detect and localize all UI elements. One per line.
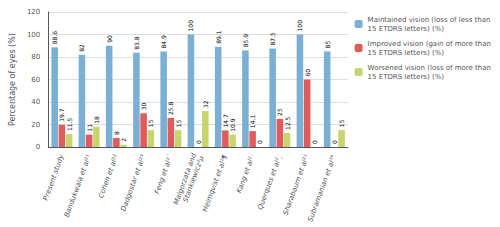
svg-text:0: 0	[195, 140, 202, 144]
svg-text:0: 0	[256, 140, 263, 144]
svg-text:100: 100	[187, 20, 194, 32]
svg-text:25: 25	[276, 108, 283, 116]
svg-text:12.5: 12.5	[284, 116, 291, 130]
svg-text:Feng et al²´: Feng et al²´	[153, 153, 175, 195]
svg-text:Worsened vision (loss of more: Worsened vision (loss of more than	[368, 64, 491, 72]
svg-text:90: 90	[106, 35, 113, 43]
svg-text:Stankiewicz²µ: Stankiewicz²µ	[181, 154, 205, 203]
svg-text:14.1: 14.1	[249, 115, 256, 129]
svg-text:Cohen et al²²: Cohen et al²²	[97, 153, 120, 199]
svg-text:84.9: 84.9	[160, 35, 167, 49]
svg-text:Bandukwala et al²¹: Bandukwala et al²¹	[63, 153, 93, 218]
svg-text:85.9: 85.9	[242, 34, 249, 48]
svg-text:40: 40	[31, 98, 40, 106]
svg-text:15 ETDRS letters) (%): 15 ETDRS letters) (%)	[368, 73, 445, 81]
svg-text:18: 18	[93, 116, 100, 124]
svg-text:0: 0	[331, 140, 338, 144]
svg-text:88.6: 88.6	[51, 31, 58, 45]
svg-text:82: 82	[78, 44, 85, 52]
svg-text:Querques et al²¸: Querques et al²¸	[256, 154, 283, 211]
svg-text:Maintained vision (loss of les: Maintained vision (loss of less than	[368, 16, 491, 24]
svg-text:8: 8	[113, 131, 120, 135]
svg-text:89.1: 89.1	[215, 30, 222, 44]
svg-text:25.8: 25.8	[167, 101, 174, 115]
svg-text:19.7: 19.7	[58, 108, 65, 122]
svg-text:14.7: 14.7	[222, 114, 229, 128]
svg-text:Percentage of eyes (%): Percentage of eyes (%)	[8, 33, 17, 126]
svg-text:15 ETDRS letters) (%): 15 ETDRS letters) (%)	[368, 25, 445, 33]
svg-text:Present study: Present study	[42, 153, 66, 202]
svg-text:15: 15	[147, 119, 154, 127]
svg-text:20: 20	[31, 121, 40, 129]
svg-text:Subramanian et al³°: Subramanian et al³°	[306, 154, 338, 223]
svg-text:80: 80	[31, 53, 40, 61]
svg-text:2: 2	[120, 138, 127, 142]
svg-text:15 ETDRS letters) (%): 15 ETDRS letters) (%)	[368, 49, 445, 57]
svg-text:11: 11	[86, 124, 93, 132]
svg-text:85: 85	[324, 41, 331, 49]
svg-text:Sharabaum et al²¹: Sharabaum et al²¹	[282, 153, 311, 216]
svg-text:120: 120	[27, 8, 40, 16]
svg-text:32: 32	[202, 100, 209, 108]
svg-text:15: 15	[175, 119, 182, 127]
svg-text:100: 100	[296, 20, 303, 32]
svg-text:Malgorzata and: Malgorzata and	[172, 152, 199, 206]
svg-text:0: 0	[36, 143, 40, 151]
svg-text:10.9: 10.9	[229, 118, 236, 132]
svg-text:15: 15	[338, 119, 345, 127]
svg-text:83.8: 83.8	[133, 36, 140, 50]
svg-text:60: 60	[304, 69, 311, 77]
svg-text:30: 30	[140, 102, 147, 110]
svg-text:Heimqvist et al²¶: Heimqvist et al²¶	[201, 153, 229, 213]
svg-text:Dadgostar et al²³: Dadgostar et al²³	[119, 153, 147, 212]
svg-text:87.5: 87.5	[269, 32, 276, 46]
svg-text:11.5: 11.5	[66, 118, 73, 132]
svg-text:0: 0	[311, 140, 318, 144]
svg-text:Kang et al²·: Kang et al²·	[235, 154, 256, 195]
svg-text:100: 100	[27, 31, 40, 39]
svg-text:60: 60	[31, 76, 40, 84]
svg-text:Improved vision (gain of more: Improved vision (gain of more than	[368, 40, 491, 48]
